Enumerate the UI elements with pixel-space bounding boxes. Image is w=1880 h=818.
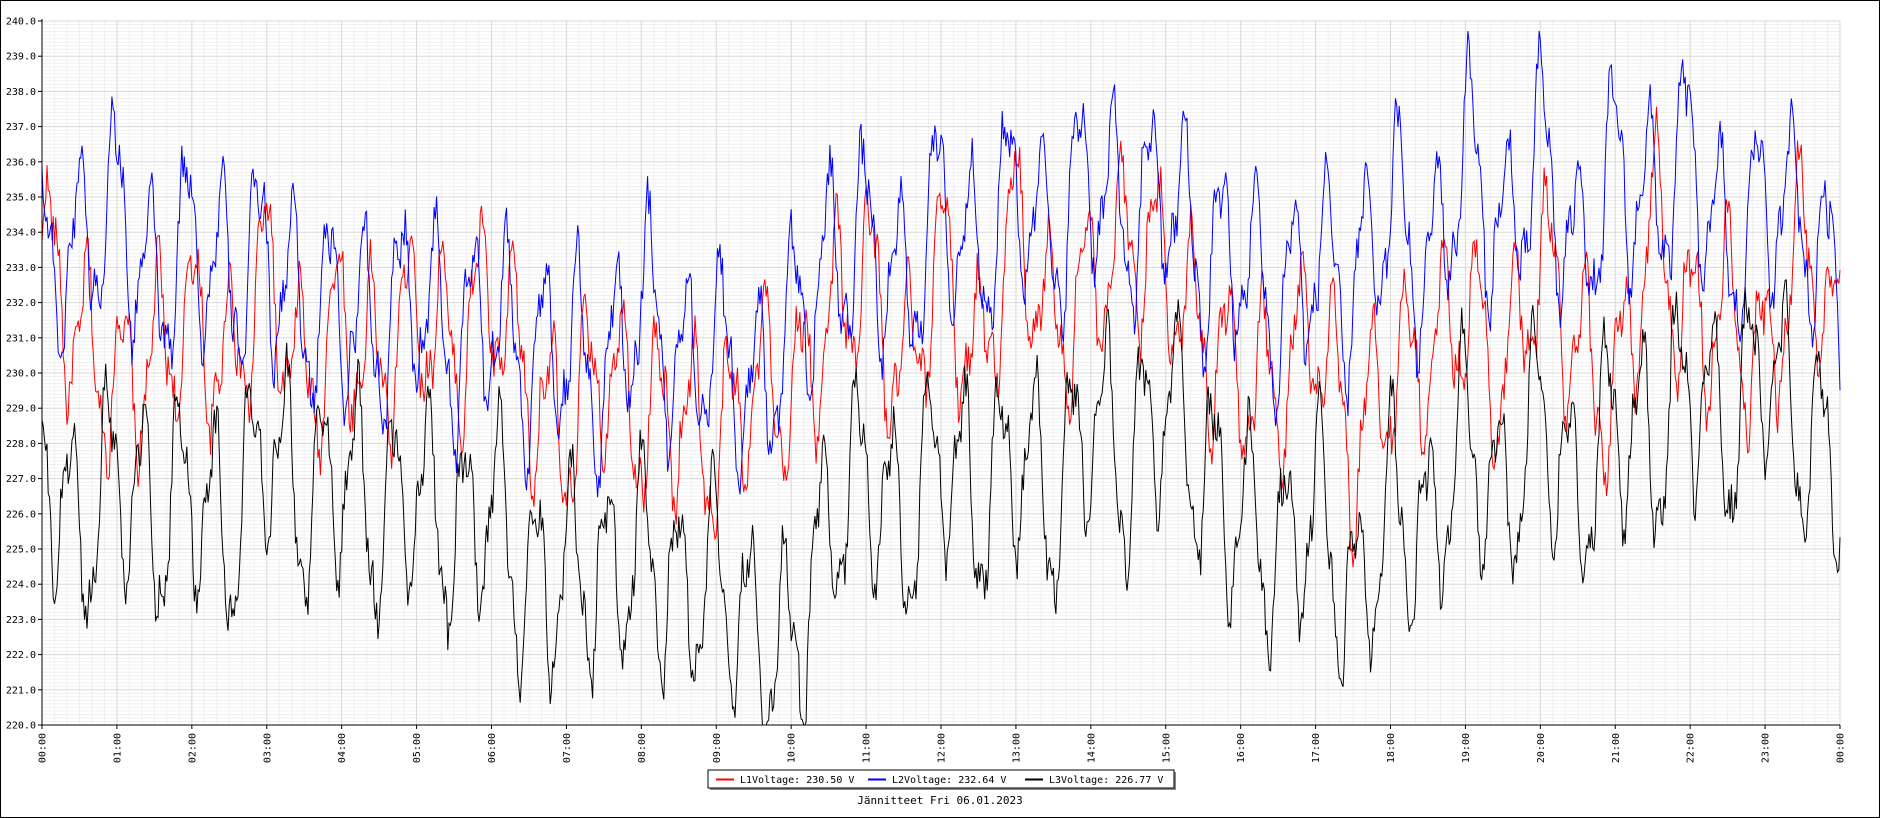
x-axis-tick-labels: 00:00 01:00 02:00 03:00 04:00 05:00 06:00 07:00… bbox=[38, 733, 1847, 763]
x-tick-label: 05:00 bbox=[412, 733, 423, 763]
legend-label-1: L1Voltage: 230.50 V bbox=[740, 775, 854, 786]
x-tick-label: 02:00 bbox=[187, 733, 198, 763]
x-tick-label: 18:00 bbox=[1386, 733, 1397, 763]
y-tick-label: 232.0 bbox=[6, 298, 36, 309]
x-tick-label: 11:00 bbox=[862, 733, 873, 763]
x-tick-label: 19:00 bbox=[1461, 733, 1472, 763]
series-line-2 bbox=[41, 30, 1841, 498]
y-tick-label: 231.0 bbox=[6, 333, 36, 344]
y-tick-label: 239.0 bbox=[6, 52, 36, 63]
x-tick-label: 00:00 bbox=[1836, 733, 1847, 763]
y-tick-label: 227.0 bbox=[6, 474, 36, 485]
x-tick-label: 15:00 bbox=[1161, 733, 1172, 763]
x-tick-label: 04:00 bbox=[337, 733, 348, 763]
y-tick-label: 228.0 bbox=[6, 439, 36, 450]
x-tick-label: 13:00 bbox=[1011, 733, 1022, 763]
y-tick-label: 240.0 bbox=[6, 17, 36, 28]
y-axis-tick-labels: 220.0 221.0 222.0 223.0 224.0 225.0 226.0 227.0… bbox=[6, 17, 36, 732]
y-tick-label: 229.0 bbox=[6, 404, 36, 415]
x-tick-label: 23:00 bbox=[1761, 733, 1772, 763]
y-tick-label: 222.0 bbox=[6, 650, 36, 661]
y-tick-label: 223.0 bbox=[6, 615, 36, 626]
x-tick-label: 14:00 bbox=[1086, 733, 1097, 763]
x-tick-label: 10:00 bbox=[787, 733, 798, 763]
x-tick-label: 16:00 bbox=[1236, 733, 1247, 763]
x-tick-label: 09:00 bbox=[712, 733, 723, 763]
y-tick-label: 225.0 bbox=[6, 545, 36, 556]
axes bbox=[38, 19, 1841, 729]
y-tick-label: 224.0 bbox=[6, 580, 36, 591]
y-tick-label: 237.0 bbox=[6, 122, 36, 133]
legend: L1Voltage: 230.50 V L2Voltage: 232.64 V L3… bbox=[707, 769, 1176, 790]
y-tick-label: 221.0 bbox=[6, 685, 36, 696]
legend-label-2: L2Voltage: 232.64 V bbox=[892, 775, 1006, 786]
y-tick-label: 236.0 bbox=[6, 157, 36, 168]
series-layer bbox=[41, 30, 1841, 726]
y-tick-label: 233.0 bbox=[6, 263, 36, 274]
y-tick-label: 235.0 bbox=[6, 193, 36, 204]
x-axis-caption: Jännitteet Fri 06.01.2023 bbox=[857, 794, 1023, 807]
x-tick-label: 12:00 bbox=[937, 733, 948, 763]
legend-label-3: L3Voltage: 226.77 V bbox=[1049, 775, 1163, 786]
y-tick-label: 238.0 bbox=[6, 87, 36, 98]
major-grid bbox=[41, 20, 1841, 726]
x-tick-label: 01:00 bbox=[112, 733, 123, 763]
series-line-1 bbox=[41, 106, 1841, 568]
x-tick-label: 20:00 bbox=[1536, 733, 1547, 763]
x-tick-label: 08:00 bbox=[637, 733, 648, 763]
legend-box bbox=[707, 769, 1175, 789]
y-tick-label: 234.0 bbox=[6, 228, 36, 239]
y-tick-label: 226.0 bbox=[6, 509, 36, 520]
x-tick-label: 21:00 bbox=[1611, 733, 1622, 763]
y-tick-label: 230.0 bbox=[6, 369, 36, 380]
x-tick-label: 06:00 bbox=[487, 733, 498, 763]
x-tick-label: 07:00 bbox=[562, 733, 573, 763]
x-tick-label: 22:00 bbox=[1686, 733, 1697, 763]
x-tick-label: 03:00 bbox=[262, 733, 273, 763]
x-tick-label: 17:00 bbox=[1311, 733, 1322, 763]
series-line-3 bbox=[41, 279, 1841, 726]
y-tick-label: 220.0 bbox=[6, 721, 36, 732]
x-tick-label: 00:00 bbox=[38, 733, 49, 763]
